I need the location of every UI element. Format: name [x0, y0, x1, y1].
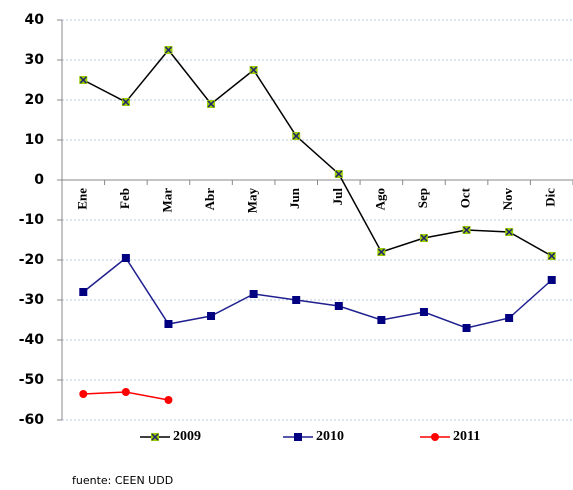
marker-box: [505, 314, 514, 322]
marker-box: [294, 433, 302, 441]
x-tick-label: Abr: [202, 188, 217, 211]
marker-cross: [505, 228, 513, 236]
marker-box: [249, 290, 258, 298]
marker-cross: [548, 252, 556, 260]
marker-box: [419, 308, 428, 316]
point: [207, 100, 216, 108]
point: [249, 290, 258, 298]
y-tick-label: -10: [19, 212, 45, 228]
source: fuente: CEEN UDD: [72, 474, 173, 487]
point: [334, 302, 343, 310]
point: [79, 288, 88, 296]
marker-cross: [79, 76, 87, 84]
y-tick-label: 10: [25, 132, 45, 148]
marker-cross: [164, 46, 172, 54]
legend-marker: [431, 433, 439, 441]
marker-box: [547, 276, 556, 284]
point: [292, 132, 301, 140]
x-tick-label: Mar: [159, 188, 174, 213]
y-tick-label: 30: [25, 52, 45, 68]
point: [334, 170, 343, 178]
point: [505, 228, 514, 236]
point: [419, 308, 428, 316]
y-tick-label: 40: [25, 12, 45, 28]
marker-box: [334, 302, 343, 310]
point: [547, 252, 556, 260]
legend-label: 2009: [173, 429, 201, 444]
x-tick-label: May: [245, 188, 260, 214]
point: [377, 248, 386, 256]
series-line: [82, 48, 553, 257]
y-tick-label: -30: [19, 292, 45, 308]
point: [164, 46, 173, 54]
marker-cross: [463, 226, 471, 234]
x-tick-label: Jun: [287, 187, 302, 209]
x-tick-label: Ene: [74, 188, 89, 210]
legend-marker: [151, 433, 159, 441]
marker-box: [207, 312, 216, 320]
point: [79, 390, 88, 398]
y-tick-label: -20: [19, 252, 45, 268]
marker-cross: [207, 100, 215, 108]
marker-box: [79, 288, 88, 296]
point: [207, 312, 216, 320]
point: [462, 226, 471, 234]
marker-box: [292, 296, 301, 304]
y-tick-label: 20: [25, 92, 45, 108]
x-tick-label: Ago: [372, 188, 387, 210]
legend-marker: [294, 433, 302, 441]
marker-box: [121, 254, 130, 262]
marker-cross: [292, 132, 300, 140]
point: [292, 296, 301, 304]
marker-box: [462, 324, 471, 332]
point: [121, 388, 130, 396]
x-tick-label: Jul: [330, 188, 345, 206]
legend-label: 2011: [453, 429, 480, 444]
marker-cross: [335, 170, 343, 178]
x-tick-label: Nov: [500, 188, 515, 211]
x-tick-label: Dic: [543, 188, 558, 207]
marker-cross: [250, 66, 258, 74]
y-tick-label: -50: [19, 372, 45, 388]
legend-label: 2010: [316, 429, 344, 444]
point: [249, 66, 258, 74]
point: [79, 76, 88, 84]
x-tick-label: Oct: [458, 187, 473, 208]
marker-cross: [377, 248, 385, 256]
y-tick-label: -60: [19, 412, 45, 428]
y-tick-label: 0: [34, 172, 44, 188]
marker-box: [164, 320, 173, 328]
point: [121, 98, 130, 106]
series-line: [82, 256, 553, 329]
marker-cross: [151, 433, 159, 441]
point: [419, 234, 428, 242]
marker-box: [377, 316, 386, 324]
marker-cross: [420, 234, 428, 242]
point: [547, 276, 556, 284]
point: [377, 316, 386, 324]
point: [121, 254, 130, 262]
point: [505, 314, 514, 322]
x-tick-label: Feb: [117, 188, 132, 209]
point: [462, 324, 471, 332]
point: [164, 396, 173, 404]
marker-cross: [122, 98, 130, 106]
x-tick-label: Sep: [415, 188, 430, 208]
point: [164, 320, 173, 328]
y-tick-label: -40: [19, 332, 45, 348]
